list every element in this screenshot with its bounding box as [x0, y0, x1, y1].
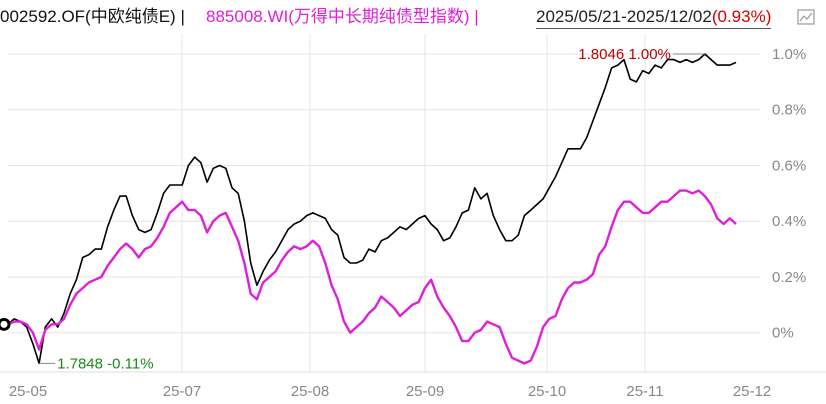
max-annotation-label: 1.8046 1.00%	[578, 46, 671, 63]
x-tick-label: 25-09	[406, 383, 444, 400]
y-tick-label: 0.6%	[772, 157, 806, 174]
x-axis-ticks: 25-05 25-07 25-08 25-09 25-10 25-11 25-12	[9, 383, 771, 400]
range-change-value: (0.93%)	[711, 7, 772, 26]
start-point-marker	[0, 317, 11, 331]
x-tick-label: 25-12	[733, 383, 771, 400]
x-tick-label: 25-11	[626, 383, 663, 400]
y-tick-label: 0%	[772, 325, 794, 342]
fund-legend-label[interactable]: 002592.OF(中欧纯债E) |	[0, 7, 185, 26]
y-tick-label: 1.0%	[772, 46, 806, 63]
x-tick-label: 25-08	[291, 383, 329, 400]
x-tick-label: 25-10	[528, 383, 566, 400]
chart-settings-icon[interactable]	[797, 9, 815, 25]
index-series-line	[7, 189, 737, 365]
series-lines	[0, 53, 737, 365]
grid-lines	[0, 34, 826, 373]
x-tick-label: 25-05	[9, 383, 47, 400]
x-tick-label: 25-07	[163, 383, 201, 400]
index-legend-label[interactable]: 885008.WI(万得中长期纯债型指数) |	[206, 7, 479, 26]
date-range-underline	[536, 28, 772, 29]
y-tick-label: 0.2%	[772, 269, 806, 286]
min-annotation-label: 1.7848 -0.11%	[57, 355, 153, 372]
y-tick-label: 0.8%	[772, 102, 806, 119]
y-tick-label: 0.4%	[772, 213, 806, 230]
y-axis-ticks: 1.0% 0.8% 0.6% 0.4% 0.2% 0%	[772, 46, 806, 342]
fund-series-line	[7, 53, 737, 365]
date-range-text: 2025/05/21-2025/12/02	[536, 7, 712, 26]
chart-header: 002592.OF(中欧纯债E) | 885008.WI(万得中长期纯债型指数)…	[0, 0, 826, 34]
line-chart[interactable]: 1.0%0.8%0.6%0.4%0.2%0% 25-05 25-07 25-08 25…	[0, 34, 826, 404]
annotations: 1.8046 1.00% 1.7848 -0.11%	[39, 46, 705, 372]
date-range-label[interactable]: 2025/05/21-2025/12/02(0.93%)	[536, 0, 772, 34]
